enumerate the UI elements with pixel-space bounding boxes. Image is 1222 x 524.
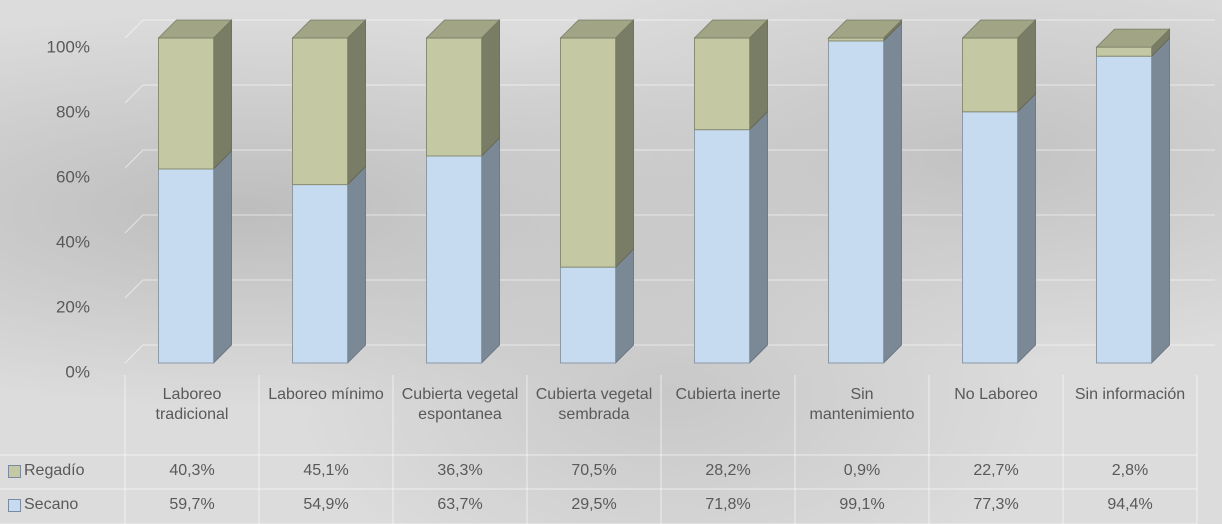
x-tick-label: Cubierta inerte xyxy=(675,386,781,403)
bar xyxy=(694,129,750,364)
table-value: 0,9% xyxy=(843,462,881,479)
bar-top xyxy=(291,19,367,39)
table-value: 40,3% xyxy=(169,462,215,479)
bar-top xyxy=(559,19,635,39)
legend-entry: Regadío xyxy=(8,462,85,480)
grid-line xyxy=(124,84,1215,104)
bar xyxy=(426,155,482,364)
bar xyxy=(158,168,214,364)
bar-side xyxy=(1151,37,1170,364)
bar-top xyxy=(1095,28,1171,48)
table-value: 59,7% xyxy=(169,496,215,513)
legend-label: Regadío xyxy=(24,462,85,479)
legend-label: Secano xyxy=(24,496,79,513)
x-tick-label: Laboreo tradicional xyxy=(155,386,229,423)
legend-swatch xyxy=(8,498,21,512)
x-tick-label: Cubierta vegetal espontanea xyxy=(401,386,519,423)
bar xyxy=(1096,55,1152,364)
bar xyxy=(426,37,482,157)
bar xyxy=(158,37,214,170)
bar-side xyxy=(883,21,902,364)
bar xyxy=(560,37,616,268)
table-value: 2,8% xyxy=(1111,462,1149,479)
table-value: 71,8% xyxy=(705,496,751,513)
table-value: 70,5% xyxy=(571,462,617,479)
bar-side xyxy=(213,150,232,364)
grid-line xyxy=(124,214,1215,234)
table-value: 28,2% xyxy=(705,462,751,479)
y-tick-label: 100% xyxy=(47,37,90,56)
table-value: 36,3% xyxy=(437,462,483,479)
y-tick-label: 20% xyxy=(56,297,90,316)
bar-side xyxy=(749,110,768,364)
table-value: 63,7% xyxy=(437,496,483,513)
bar xyxy=(828,37,884,42)
bar-side xyxy=(1017,92,1036,364)
x-tick-label: Sin mantenimiento xyxy=(809,386,915,423)
y-tick-label: 40% xyxy=(56,232,90,251)
y-tick-label: 0% xyxy=(65,362,90,381)
x-tick-label: Laboreo mínimo xyxy=(268,386,384,403)
legend-swatch xyxy=(8,464,21,478)
table-value: 45,1% xyxy=(303,462,349,479)
bar xyxy=(828,40,884,364)
bar-top xyxy=(157,19,233,39)
bar xyxy=(292,184,348,364)
bar-top xyxy=(693,19,769,39)
bar-top xyxy=(827,19,903,39)
grid-line xyxy=(124,344,1215,364)
table-value: 54,9% xyxy=(303,496,349,513)
bar-side xyxy=(481,19,500,157)
grid-line xyxy=(124,149,1215,169)
table-value: 22,7% xyxy=(973,462,1019,479)
bar-side xyxy=(749,19,768,131)
x-tick-label: Sin información xyxy=(1074,386,1186,403)
bar xyxy=(694,37,750,131)
y-tick-label: 60% xyxy=(56,167,90,186)
bar xyxy=(560,266,616,364)
legend-entry: Secano xyxy=(8,496,78,514)
grid-line xyxy=(124,19,1215,39)
bar xyxy=(292,37,348,186)
table-value: 94,4% xyxy=(1107,496,1153,513)
bar-top xyxy=(961,19,1037,39)
bar-side xyxy=(347,19,366,186)
bar xyxy=(962,37,1018,113)
bar-side xyxy=(213,19,232,170)
table-value: 99,1% xyxy=(839,496,885,513)
table-value: 77,3% xyxy=(973,496,1019,513)
table-value: 29,5% xyxy=(571,496,617,513)
bar-side xyxy=(615,19,634,269)
bar xyxy=(1096,46,1152,57)
bar-top xyxy=(425,19,501,39)
x-tick-label: Cubierta vegetal sembrada xyxy=(535,386,653,423)
x-tick-label: No Laboreo xyxy=(954,386,1038,403)
y-tick-label: 80% xyxy=(56,102,90,121)
bar-side xyxy=(347,165,366,364)
bar-side xyxy=(481,137,500,364)
bar xyxy=(962,111,1018,364)
grid-line xyxy=(124,279,1215,299)
bar-side xyxy=(615,248,634,364)
